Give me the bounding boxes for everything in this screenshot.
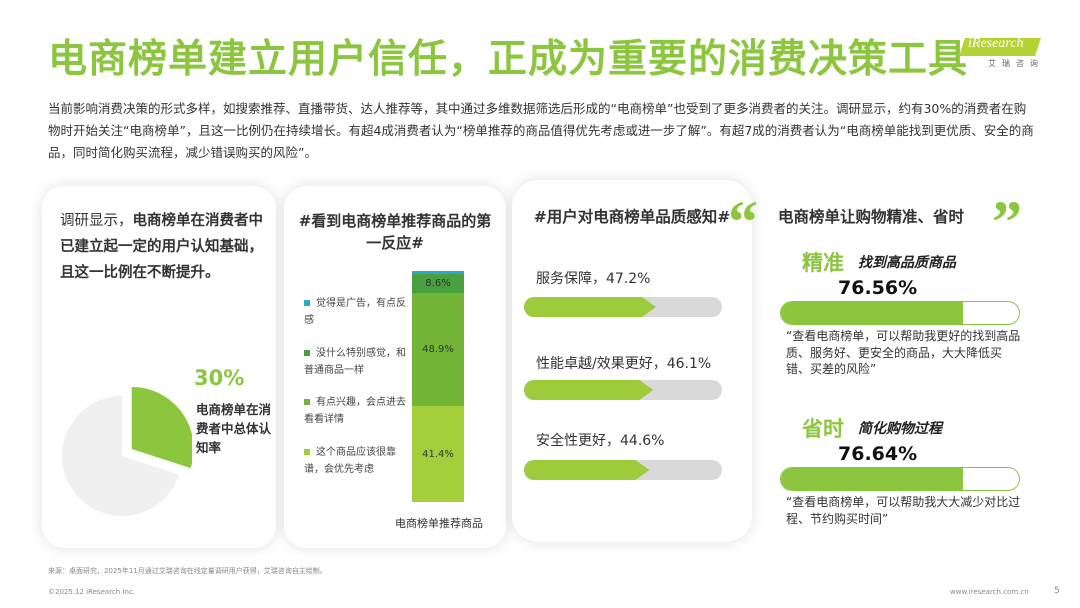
first-reaction-title: #看到电商榜单推荐商品的第一反应#: [298, 212, 492, 252]
precise-bar: [780, 301, 1020, 325]
precise-heading: 精准: [802, 251, 844, 275]
close-quote-icon: ”: [992, 189, 1022, 255]
legend-text-3: 这个商品应该很靠谱，会优先考虑: [304, 447, 396, 475]
iresearch-logo: iResearch 艾瑞咨询: [959, 34, 1041, 70]
logo-text: iResearch: [968, 36, 1024, 51]
quality-label-0: 服务保障，47.2%: [536, 271, 651, 287]
stacked-bar: 41.4% 48.9% 8.6%: [412, 271, 464, 502]
quality-title: #用户对电商榜单品质感知#: [533, 208, 731, 226]
legend-swatch-1: [304, 350, 310, 356]
timesaving-percent: 76.64%: [838, 443, 918, 465]
awareness-text-bold: 电商榜单在消费者中已建立起一定的用户认知基础，且这一比例在不断提升。: [60, 213, 263, 281]
source-note: 来源：桌面研究，2025年11月通过艾瑞咨询在线定量调研用户获得，艾瑞咨询自主绘…: [48, 567, 327, 575]
awareness-desc: 电商榜单在消费者中总体认知率: [196, 402, 272, 455]
awareness-card: 调研显示，电商榜单在消费者中已建立起一定的用户认知基础，且这一比例在不断提升。 …: [42, 186, 276, 548]
awareness-pie-chart: [62, 386, 192, 516]
open-quote-icon: “: [728, 189, 758, 255]
precise-bar-fill: [781, 302, 964, 324]
legend-text-0: 觉得是广告，有点反感: [304, 298, 406, 326]
stack-segment-label-0: 41.4%: [422, 448, 454, 460]
precise-percent: 76.56%: [838, 277, 918, 299]
quality-bar-0: [524, 297, 722, 317]
pie-slice-30: [131, 386, 192, 469]
awareness-text-prefix: 调研显示，: [60, 213, 133, 229]
intro-paragraph: 当前影响消费决策的形式多样，如搜索推荐、直播带货、达人推荐等，其中通过多维数据筛…: [48, 101, 1034, 160]
timesaving-bar: [780, 467, 1020, 491]
legend-swatch-0: [304, 300, 310, 306]
stack-segment-0: 41.4%: [412, 406, 464, 502]
legend-item-2: 有点兴趣，会点进去看看详情: [304, 394, 414, 428]
awareness-text: 调研显示，电商榜单在消费者中已建立起一定的用户认知基础，且这一比例在不断提升。: [60, 208, 265, 286]
legend-item-3: 这个商品应该很靠谱，会优先考虑: [304, 444, 414, 478]
stack-segment-label-1: 48.9%: [422, 344, 454, 356]
first-reaction-card: #看到电商榜单推荐商品的第一反应# 觉得是广告，有点反感 没什么特别感觉，和普通商…: [284, 186, 506, 548]
quality-label-1: 性能卓越/效果更好，46.1%: [536, 356, 712, 372]
stack-segment-3: [412, 271, 464, 274]
quality-card: #用户对电商榜单品质感知# 服务保障，47.2% 性能卓越/效果更好，46.1% 安…: [512, 180, 752, 542]
timesaving-heading: 省时: [802, 417, 844, 441]
timesaving-quote: “查看电商榜单，可以帮助我大大减少对比过程、节约购买时间”: [786, 495, 1021, 526]
legend-swatch-3: [304, 449, 310, 455]
quality-bar-1: [524, 380, 722, 400]
legend-swatch-2: [304, 399, 310, 405]
quality-label-2: 安全性更好，44.6%: [536, 433, 665, 449]
quality-bar-fill-2: [524, 460, 650, 480]
stack-segment-2: 8.6%: [412, 273, 464, 294]
stack-segment-label-2: 8.6%: [425, 277, 451, 289]
website-url: www.iresearch.com.cn: [950, 588, 1029, 596]
copyright: ©2025.12 iResearch Inc.: [48, 588, 136, 596]
x-axis-label: 电商榜单推荐商品: [395, 517, 483, 530]
pie-slice-rest: [62, 396, 180, 516]
awareness-percent: 30%: [194, 366, 245, 390]
quality-bar-fill-1: [524, 380, 654, 400]
page-title: 电商榜单建立用户信任，正成为重要的消费决策工具: [48, 37, 969, 82]
right-title: 电商榜单让购物精准、省时: [778, 208, 965, 226]
logo-subtext: 艾瑞咨询: [988, 59, 1044, 68]
legend-text-1: 没什么特别感觉，和普通商品一样: [304, 348, 406, 376]
timesaving-subtitle: 简化购物过程: [858, 421, 942, 437]
quality-bar-2: [524, 460, 722, 480]
stack-segment-1: 48.9%: [412, 293, 464, 407]
legend-text-2: 有点兴趣，会点进去看看详情: [304, 397, 406, 425]
legend-item-1: 没什么特别感觉，和普通商品一样: [304, 345, 414, 379]
legend-item-0: 觉得是广告，有点反感: [304, 295, 414, 329]
timesaving-bar-fill: [781, 468, 964, 490]
page-number: 5: [1054, 586, 1060, 596]
quality-bar-fill-0: [524, 297, 656, 317]
precise-subtitle: 找到高品质商品: [858, 255, 956, 271]
precise-quote: “查看电商榜单，可以帮助我更好的找到高品质、服务好、更安全的商品，大大降低买错、…: [786, 329, 1021, 376]
